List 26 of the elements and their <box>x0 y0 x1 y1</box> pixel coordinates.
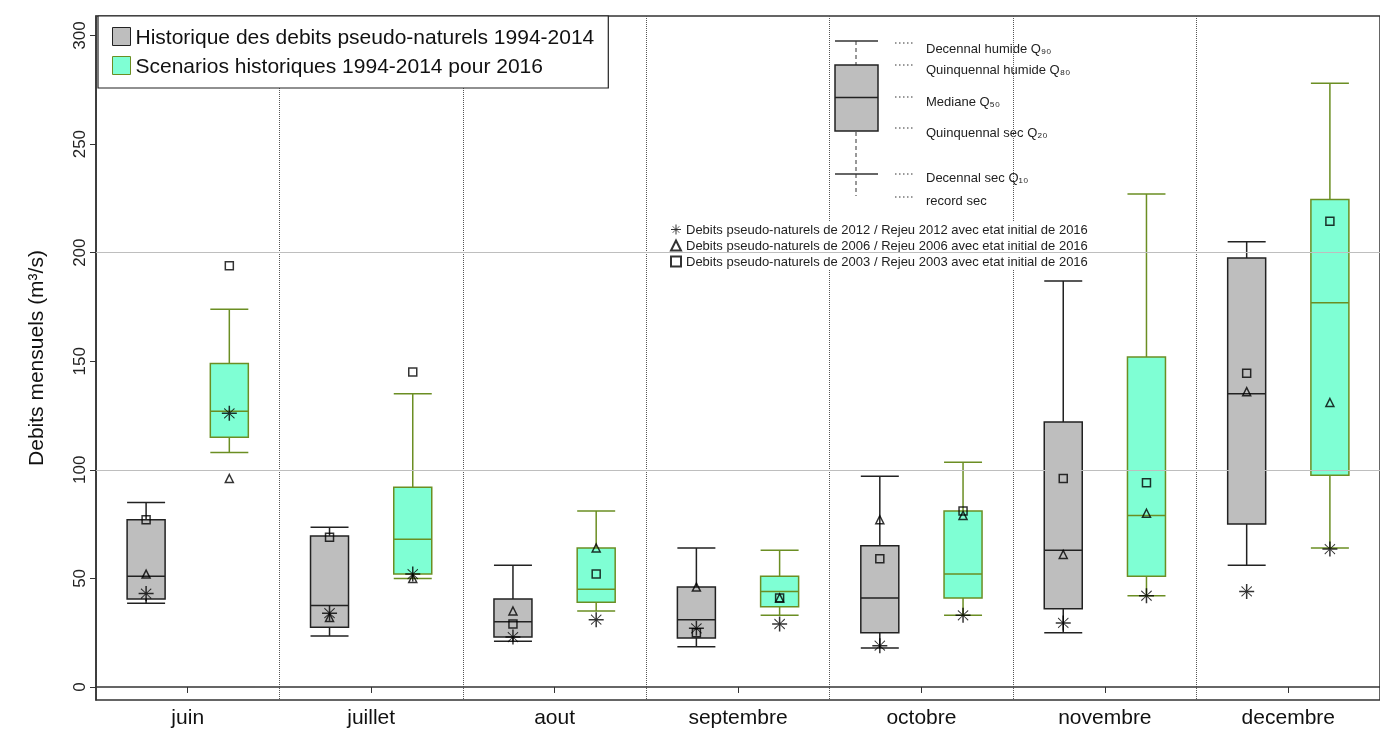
legend-label: Debits pseudo-naturels de 2003 / Rejeu 2003 avec etat initial de 2016 <box>686 254 1088 269</box>
y-tick-label: 200 <box>70 238 89 267</box>
y-tick-label: 300 <box>70 21 89 50</box>
y-axis-title: Debits mensuels (m³/s) <box>24 250 47 466</box>
x-tick-label: juillet <box>346 705 396 728</box>
y-tick-label: 0 <box>70 682 89 692</box>
y-tick-label: 250 <box>70 129 89 159</box>
annotation: Decennal humide Q₉₀ <box>926 41 1052 56</box>
annotation: Quinquennal sec Q₂₀ <box>926 125 1048 140</box>
annotation: Decennal sec Q₁₀ <box>926 170 1029 185</box>
x-tick-label: octobre <box>886 705 957 728</box>
y-tick-label: 100 <box>70 455 89 485</box>
annotation: record sec <box>926 193 988 208</box>
annotation: Mediane Q₅₀ <box>926 94 1001 109</box>
x-tick-label: aout <box>534 705 576 728</box>
y-tick-label: 50 <box>70 568 89 588</box>
x-tick-label: juin <box>170 705 205 728</box>
x-tick-label: septembre <box>688 705 788 728</box>
legend-label: Debits pseudo-naturels de 2012 / Rejeu 2012 avec etat initial de 2016 <box>686 222 1088 237</box>
y-tick-label: 150 <box>70 347 89 376</box>
annotation: Quinquennal humide Q₈₀ <box>926 62 1071 77</box>
legend-label: Debits pseudo-naturels de 2006 / Rejeu 2006 avec etat initial de 2016 <box>686 238 1088 253</box>
x-tick-label: novembre <box>1058 705 1152 728</box>
x-tick-label: decembre <box>1241 705 1335 728</box>
legend-label: Historique des debits pseudo-naturels 1994-2014 <box>135 25 595 48</box>
legend-label: Scenarios historiques 1994-2014 pour 2016 <box>135 54 543 77</box>
